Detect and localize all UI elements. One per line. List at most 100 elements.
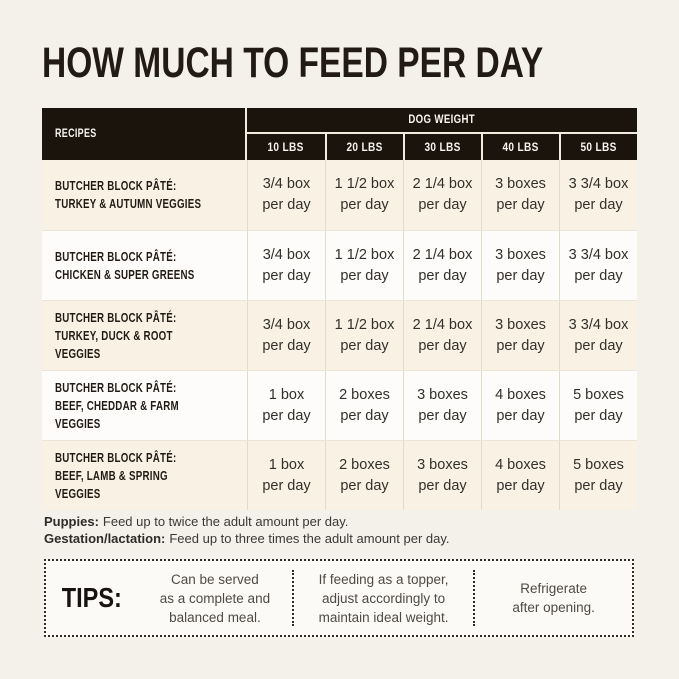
serving-cell: 4 boxes per day <box>481 441 559 510</box>
table-row: BUTCHER BLOCK PÂTÉ: TURKEY & AUTUMN VEGG… <box>42 160 637 230</box>
tip-item: Refrigerate after opening. <box>512 581 595 615</box>
weight-columns-row: 10 LBS 20 LBS 30 LBS 40 LBS 50 LBS <box>247 134 637 160</box>
recipe-name-cell: BUTCHER BLOCK PÂTÉ: CHICKEN & SUPER GREE… <box>42 231 247 300</box>
serving-cell: 3 boxes per day <box>403 441 481 510</box>
serving-amount: 5 boxes <box>573 456 624 473</box>
serving-amount: 3 boxes <box>495 176 546 192</box>
serving-amount: 1 1/2 box <box>334 316 395 333</box>
tips-label-text: TIPS: <box>61 582 123 613</box>
tips-label: TIPS: <box>46 561 138 635</box>
serving-cell: 5 boxes per day <box>559 441 637 510</box>
note-gestation-text: Feed up to three times the adult amount … <box>169 530 450 546</box>
serving-amount: 1 1/2 box <box>334 246 395 263</box>
recipe-name-cell: BUTCHER BLOCK PÂTÉ: TURKEY & AUTUMN VEGG… <box>42 160 247 230</box>
serving-frequency: per day <box>340 337 389 354</box>
serving-amount: 2 boxes <box>339 386 390 403</box>
serving-frequency: per day <box>418 407 467 424</box>
weight-column-20lbs: 20 LBS <box>325 134 403 160</box>
serving-cell: 2 1/4 box per day <box>403 231 481 300</box>
serving-amount: 1 box <box>268 456 305 473</box>
note-puppies-label: Puppies: <box>44 514 99 529</box>
serving-frequency: per day <box>574 267 623 284</box>
serving-cell: 2 boxes per day <box>325 441 403 510</box>
recipe-name: BUTCHER BLOCK PÂTÉ: TURKEY, DUCK & ROOT … <box>55 309 205 363</box>
table-row: BUTCHER BLOCK PÂTÉ: TURKEY, DUCK & ROOT … <box>42 300 637 370</box>
serving-cell: 4 boxes per day <box>481 371 559 440</box>
recipe-name-line1: BUTCHER BLOCK PÂTÉ: <box>55 179 177 193</box>
tip-divider <box>291 570 294 626</box>
serving-frequency: per day <box>262 477 311 494</box>
weight-column-50lbs-label: 50 LBS <box>580 140 618 154</box>
recipe-name: BUTCHER BLOCK PÂTÉ: BEEF, CHEDDAR & FARM… <box>55 379 205 433</box>
serving-amount: 2 1/4 box <box>412 246 473 263</box>
table-header: RECIPES DOG WEIGHT 10 LBS 20 LBS 30 LBS … <box>42 108 637 160</box>
tips-box: TIPS: Can be served as a complete and ba… <box>44 559 634 637</box>
serving-amount: 4 boxes <box>495 456 546 473</box>
tip-item: If feeding as a topper, adjust according… <box>318 571 449 625</box>
serving-cell: 3 3/4 box per day <box>559 231 637 300</box>
tip-divider <box>473 570 476 626</box>
serving-cell: 1 box per day <box>247 371 325 440</box>
serving-amount: 3 boxes <box>495 246 546 263</box>
serving-amount: 3/4 box <box>262 246 311 263</box>
recipe-name-line1: BUTCHER BLOCK PÂTÉ: <box>55 249 177 264</box>
weight-column-40lbs-label: 40 LBS <box>502 140 540 154</box>
serving-frequency: per day <box>418 337 467 354</box>
serving-frequency: per day <box>574 197 623 213</box>
page-title: HOW MUCH TO FEED PER DAY <box>42 42 679 85</box>
table-row: BUTCHER BLOCK PÂTÉ: BEEF, CHEDDAR & FARM… <box>42 370 637 440</box>
serving-cell: 3 boxes per day <box>481 231 559 300</box>
serving-amount: 1 box <box>268 386 305 403</box>
recipe-name-cell: BUTCHER BLOCK PÂTÉ: BEEF, LAMB & SPRING … <box>42 441 247 510</box>
table-row: BUTCHER BLOCK PÂTÉ: CHICKEN & SUPER GREE… <box>42 230 637 300</box>
recipe-name-cell: BUTCHER BLOCK PÂTÉ: TURKEY, DUCK & ROOT … <box>42 301 247 370</box>
recipe-name-line2: TURKEY & AUTUMN VEGGIES <box>55 197 202 211</box>
serving-amount: 2 boxes <box>339 456 390 473</box>
serving-cell: 3/4 box per day <box>247 301 325 370</box>
recipe-name-line1: BUTCHER BLOCK PÂTÉ: <box>55 380 177 395</box>
serving-amount: 4 boxes <box>495 386 546 403</box>
recipe-name-line1: BUTCHER BLOCK PÂTÉ: <box>55 310 177 325</box>
feeding-table: RECIPES DOG WEIGHT 10 LBS 20 LBS 30 LBS … <box>42 108 637 510</box>
serving-frequency: per day <box>574 407 623 424</box>
serving-frequency: per day <box>262 337 311 354</box>
recipe-name: BUTCHER BLOCK PÂTÉ: CHICKEN & SUPER GREE… <box>55 248 195 284</box>
serving-frequency: per day <box>496 197 545 213</box>
weight-column-40lbs: 40 LBS <box>481 134 559 160</box>
serving-amount: 2 1/4 box <box>412 176 473 192</box>
weight-column-30lbs: 30 LBS <box>403 134 481 160</box>
serving-frequency: per day <box>496 267 545 284</box>
serving-cell: 3 boxes per day <box>481 301 559 370</box>
serving-cell: 3/4 box per day <box>247 231 325 300</box>
serving-frequency: per day <box>340 197 389 213</box>
serving-frequency: per day <box>496 477 545 494</box>
serving-amount: 3/4 box <box>262 316 311 333</box>
serving-cell: 3 3/4 box per day <box>559 160 637 230</box>
dog-weight-header-label: DOG WEIGHT <box>408 114 476 126</box>
serving-cell: 2 boxes per day <box>325 371 403 440</box>
serving-frequency: per day <box>418 477 467 494</box>
recipe-name-line2: BEEF, LAMB & SPRING VEGGIES <box>55 468 168 501</box>
note-gestation: Gestation/lactation: Feed up to three tim… <box>44 531 450 548</box>
serving-amount: 3/4 box <box>262 176 311 192</box>
note-puppies: Puppies: Feed up to twice the adult amoun… <box>44 514 450 531</box>
recipe-name: BUTCHER BLOCK PÂTÉ: TURKEY & AUTUMN VEGG… <box>55 177 201 213</box>
dog-weight-header-cell: DOG WEIGHT <box>247 108 637 134</box>
recipe-name-line2: TURKEY, DUCK & ROOT VEGGIES <box>55 328 173 361</box>
serving-cell: 3 boxes per day <box>481 160 559 230</box>
weight-column-50lbs: 50 LBS <box>559 134 637 160</box>
serving-frequency: per day <box>340 477 389 494</box>
recipe-name-cell: BUTCHER BLOCK PÂTÉ: BEEF, CHEDDAR & FARM… <box>42 371 247 440</box>
serving-cell: 2 1/4 box per day <box>403 160 481 230</box>
serving-amount: 3 boxes <box>417 386 468 403</box>
serving-cell: 1 1/2 box per day <box>325 301 403 370</box>
serving-frequency: per day <box>418 267 467 284</box>
serving-frequency: per day <box>262 197 311 213</box>
page-title-text: HOW MUCH TO FEED PER DAY <box>42 39 544 87</box>
weight-column-10lbs: 10 LBS <box>247 134 325 160</box>
feeding-notes: Puppies: Feed up to twice the adult amoun… <box>44 514 450 547</box>
serving-frequency: per day <box>262 267 311 284</box>
serving-frequency: per day <box>262 407 311 424</box>
weight-column-30lbs-label: 30 LBS <box>424 140 462 154</box>
serving-frequency: per day <box>574 477 623 494</box>
